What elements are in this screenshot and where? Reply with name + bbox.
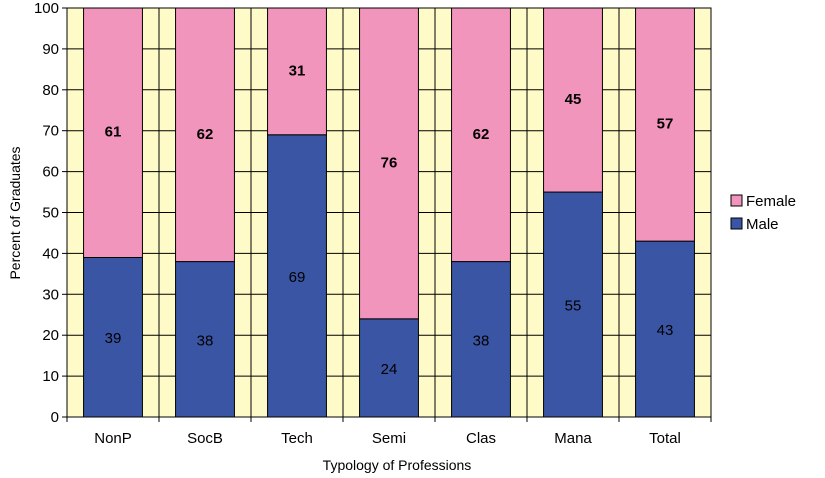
data-label-female: 62: [473, 126, 490, 143]
legend-label-female: Female: [746, 193, 796, 210]
x-axis-title: Typology of Professions: [323, 457, 472, 473]
y-tick-label: 70: [42, 123, 59, 140]
x-tick-label: Semi: [372, 430, 406, 447]
y-tick-label: 20: [42, 327, 59, 344]
y-tick-label: 90: [42, 41, 59, 58]
bar-female: [175, 7, 235, 263]
y-tick-label: 80: [42, 82, 59, 99]
bar-male: [543, 191, 603, 418]
data-label-male: 38: [473, 332, 490, 349]
bars: 39 61 38 62 69 31 24 76 38 62 55 45 43 57: [83, 7, 695, 418]
y-tick-label: 50: [42, 205, 59, 222]
data-label-male: 38: [197, 332, 214, 349]
data-label-female: 31: [289, 62, 306, 79]
x-tick-label: SocB: [187, 430, 223, 447]
x-tick-label: NonP: [94, 430, 132, 447]
data-label-female: 76: [381, 154, 398, 171]
legend: Female Male: [730, 193, 796, 233]
y-tick-label: 40: [42, 245, 59, 262]
x-tick-label: Mana: [554, 430, 592, 447]
data-label-male: 55: [565, 298, 582, 315]
legend-label-male: Male: [746, 216, 779, 233]
y-tick-label: 0: [51, 409, 59, 426]
bar-female: [635, 7, 695, 242]
axes: 0 10 20 30 40 50 60 70 80 90 100 NonP SocB Tech Semi Cl…: [34, 0, 712, 447]
bar-female: [543, 7, 603, 193]
bar-female: [83, 7, 143, 258]
data-label-male: 69: [289, 269, 306, 286]
data-label-female: 61: [105, 124, 122, 141]
legend-swatch-female: [730, 194, 743, 207]
y-tick-label: 10: [42, 368, 59, 385]
x-tick-label: Total: [649, 430, 681, 447]
data-label-male: 39: [105, 330, 122, 347]
data-label-female: 57: [657, 116, 674, 133]
bar-male: [267, 134, 327, 418]
y-axis-title: Percent of Graduates: [7, 146, 23, 279]
x-tick-label: Clas: [466, 430, 496, 447]
bar-male: [635, 240, 695, 418]
bar-male: [175, 261, 235, 418]
bar-female: [267, 7, 327, 136]
data-label-male: 43: [657, 322, 674, 339]
legend-swatch-male: [730, 217, 743, 230]
x-tick-label: Tech: [281, 430, 313, 447]
y-tick-label: 60: [42, 164, 59, 181]
bar-male: [359, 318, 419, 418]
bar-female: [451, 7, 511, 263]
y-tick-label: 30: [42, 286, 59, 303]
y-tick-label: 100: [34, 0, 59, 17]
bar-male: [83, 256, 143, 418]
data-label-female: 45: [565, 91, 582, 108]
plot-border: [66, 7, 712, 418]
data-label-male: 24: [381, 361, 398, 378]
bar-female: [359, 7, 419, 320]
data-label-female: 62: [197, 126, 214, 143]
bar-male: [451, 261, 511, 418]
